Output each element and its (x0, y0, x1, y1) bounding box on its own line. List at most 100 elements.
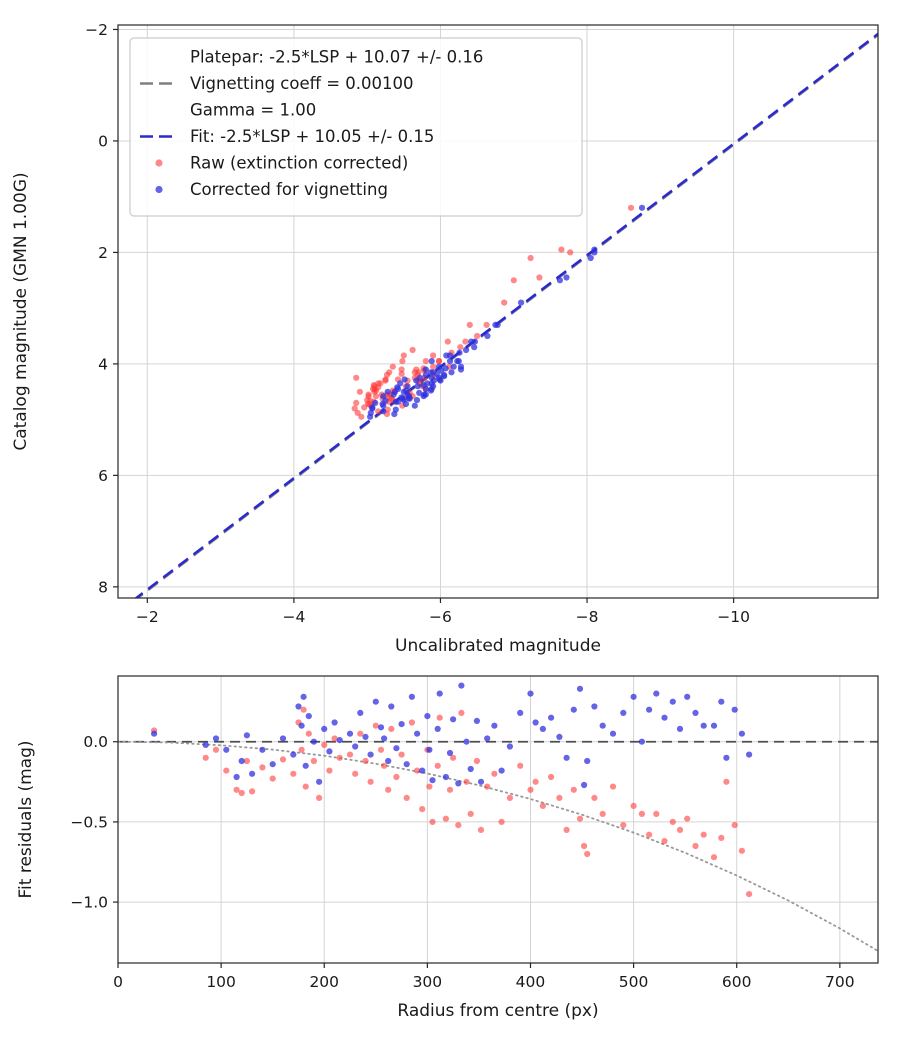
data-point (223, 746, 230, 753)
data-point (746, 751, 753, 758)
data-point (463, 778, 470, 785)
data-point (398, 394, 405, 401)
data-point (428, 358, 435, 365)
data-point (723, 778, 730, 785)
data-point (630, 693, 637, 700)
data-point (556, 794, 563, 802)
data-point (501, 299, 508, 306)
data-point (576, 815, 584, 822)
data-point (700, 831, 707, 838)
data-point (377, 380, 384, 387)
data-point (422, 385, 429, 393)
data-point (710, 722, 718, 729)
data-point (331, 719, 338, 726)
data-point (388, 725, 395, 733)
bottom-y-tick-label: −1.0 (70, 894, 108, 912)
data-point (570, 706, 577, 713)
data-point (676, 826, 684, 834)
data-point (630, 802, 637, 810)
data-point (305, 713, 312, 720)
data-point (326, 748, 333, 755)
data-point (463, 346, 470, 354)
legend-row: Fit: -2.5*LSP + 10.05 +/- 0.15 (140, 127, 434, 146)
data-point (483, 321, 490, 328)
data-point (646, 831, 653, 838)
bottom-grid (117, 676, 878, 963)
data-point (710, 854, 718, 861)
data-point (599, 722, 606, 729)
data-point (581, 781, 588, 789)
data-point (474, 332, 481, 340)
data-point (392, 398, 399, 405)
data-point (434, 762, 441, 769)
data-point (249, 770, 256, 777)
data-point (243, 757, 250, 765)
data-point (316, 794, 323, 802)
data-point (669, 698, 676, 705)
legend-dot-handle (155, 159, 163, 167)
bottom-x-tick-label: 600 (722, 973, 752, 991)
data-point (458, 709, 465, 717)
data-point (351, 405, 358, 412)
data-point (548, 714, 555, 721)
data-point (316, 778, 323, 785)
data-point (692, 709, 699, 717)
bottom-ylabel: Fit residuals (mag) (16, 741, 36, 899)
data-point (151, 730, 158, 737)
data-point (448, 369, 455, 376)
data-point (259, 746, 266, 753)
data-point (556, 277, 564, 284)
data-point (527, 690, 534, 697)
data-point (556, 733, 563, 741)
legend-row: Raw (extinction corrected) (155, 154, 408, 173)
data-point (357, 709, 364, 717)
data-point (591, 703, 598, 710)
data-point (455, 822, 462, 829)
data-point (548, 773, 555, 781)
data-point (414, 767, 421, 774)
data-point (408, 719, 415, 726)
data-point (398, 366, 405, 373)
data-point (408, 693, 415, 700)
data-point (243, 732, 250, 739)
data-point (392, 406, 399, 413)
data-point (473, 717, 480, 725)
data-point (388, 703, 395, 710)
data-point (587, 254, 594, 262)
data-point (563, 754, 570, 761)
data-point (746, 891, 753, 898)
data-point (446, 358, 454, 365)
data-point (653, 690, 660, 697)
data-point (422, 358, 429, 365)
data-point (584, 850, 591, 858)
data-point (416, 389, 423, 396)
data-point (405, 393, 413, 400)
data-point (409, 346, 416, 354)
data-point (367, 778, 374, 785)
legend-label: Platepar: -2.5*LSP + 10.07 +/- 0.16 (190, 48, 483, 67)
data-point (389, 363, 396, 370)
data-point (477, 826, 485, 834)
data-point (456, 349, 463, 356)
top-y-tick-label: −2 (85, 21, 108, 39)
data-point (421, 391, 428, 398)
bottom-frame (117, 675, 879, 964)
data-point (310, 757, 317, 765)
data-point (269, 775, 276, 782)
data-point (467, 765, 474, 773)
data-point (446, 749, 454, 757)
bottom-x-tick-label: 100 (206, 973, 236, 991)
legend-row: Vignetting coeff = 0.00100 (140, 74, 414, 93)
data-point (450, 754, 457, 761)
data-point (385, 757, 392, 765)
top-y-tick-label: 2 (98, 244, 108, 262)
data-point (570, 786, 577, 793)
data-point (563, 826, 570, 834)
data-point (429, 818, 436, 826)
data-point (627, 204, 635, 211)
data-point (620, 822, 627, 829)
data-point (424, 713, 431, 720)
data-point (473, 757, 480, 765)
data-point (290, 770, 297, 777)
data-point (380, 402, 387, 409)
